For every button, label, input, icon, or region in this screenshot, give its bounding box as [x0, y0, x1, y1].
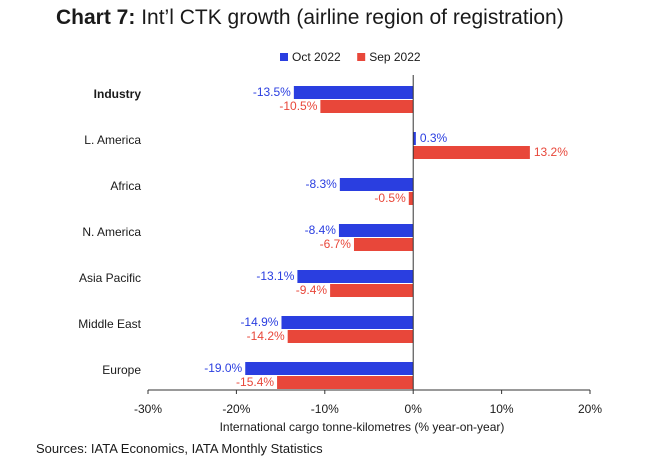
category-label: Industry	[94, 87, 142, 101]
chart-title-number: Chart 7:	[56, 6, 136, 29]
x-axis-title: International cargo tonne-kilometres (% …	[220, 420, 505, 434]
chart-source: Sources: IATA Economics, IATA Monthly St…	[36, 441, 323, 456]
legend-label-2: Sep 2022	[369, 50, 421, 64]
category-label: Africa	[110, 179, 141, 193]
data-label: -15.4%	[236, 375, 274, 389]
bar-sep-2022	[413, 146, 530, 159]
bar-oct-2022	[293, 86, 414, 99]
data-label: -0.5%	[374, 191, 406, 205]
bar-sep-2022	[287, 330, 414, 343]
data-label: -19.0%	[204, 361, 242, 375]
data-label: -8.4%	[305, 223, 337, 237]
x-tick-label: 10%	[490, 402, 514, 416]
bar-oct-2022	[339, 178, 414, 191]
data-label: -10.5%	[279, 99, 317, 113]
category-label: Europe	[102, 363, 141, 377]
bar-oct-2022	[297, 270, 414, 283]
x-tick-label: 0%	[405, 402, 423, 416]
chart-title-text: Int’l CTK growth (airline region of regi…	[141, 6, 564, 29]
data-label: 0.3%	[420, 131, 448, 145]
data-label: -14.2%	[247, 329, 285, 343]
bar-oct-2022	[245, 362, 414, 375]
legend-label-1: Oct 2022	[292, 50, 341, 64]
legend-swatch-1	[280, 53, 288, 61]
category-label: L. America	[84, 133, 141, 147]
bar-sep-2022	[353, 238, 414, 251]
category-label: Middle East	[78, 317, 141, 331]
category-label: Asia Pacific	[79, 271, 141, 285]
bar-sep-2022	[277, 376, 414, 389]
bar-oct-2022	[338, 224, 414, 237]
x-tick-label: 20%	[578, 402, 602, 416]
x-tick-label: -10%	[311, 402, 339, 416]
data-label: -13.5%	[253, 85, 291, 99]
bar-sep-2022	[320, 100, 414, 113]
category-label: N. America	[82, 225, 141, 239]
data-label: -8.3%	[305, 177, 337, 191]
x-tick-label: -30%	[134, 402, 162, 416]
data-label: -6.7%	[320, 237, 352, 251]
data-label: 13.2%	[534, 145, 568, 159]
bar-oct-2022	[281, 316, 414, 329]
bar-oct-2022	[413, 132, 416, 145]
chart-title: Chart 7: Int’l CTK growth (airline regio…	[56, 6, 564, 30]
bar-sep-2022	[408, 192, 414, 205]
x-tick-label: -20%	[222, 402, 250, 416]
bar-chart: Oct 2022 Sep 2022 Industry -13.5%-10.5% L. A…	[78, 50, 602, 434]
bar-sep-2022	[330, 284, 414, 297]
data-label: -13.1%	[256, 269, 294, 283]
data-label: -14.9%	[240, 315, 278, 329]
legend-swatch-2	[357, 53, 366, 61]
data-label: -9.4%	[296, 283, 328, 297]
